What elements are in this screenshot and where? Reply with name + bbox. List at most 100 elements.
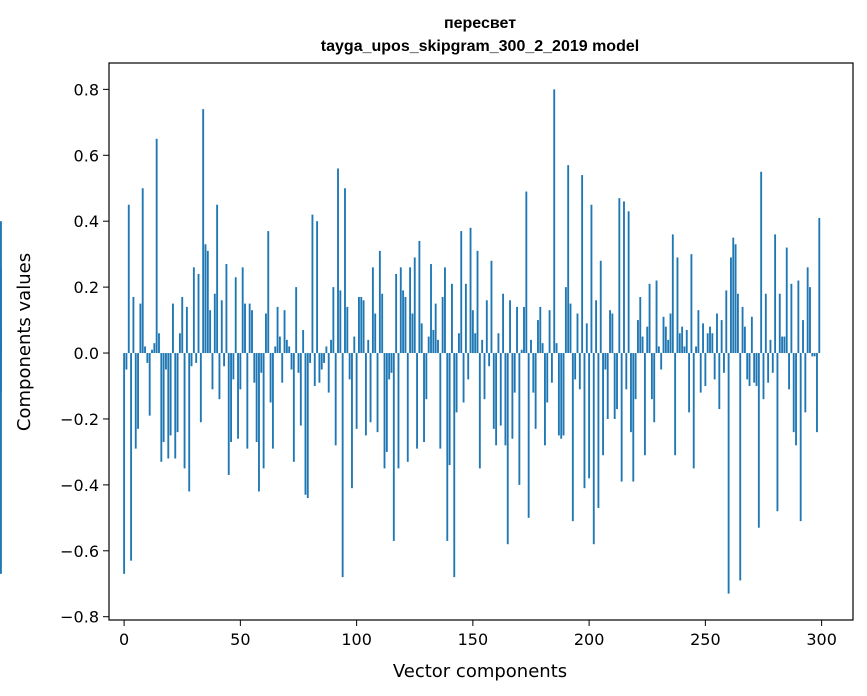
bar-254 [713, 353, 716, 380]
bar-269 [748, 353, 751, 386]
bar-19 [167, 353, 170, 459]
bar-190 [564, 287, 567, 354]
bar-246 [695, 346, 697, 354]
bar-264 [736, 293, 739, 354]
bar-257 [720, 320, 723, 354]
chart-title: пересвет [444, 15, 516, 32]
bar-113 [385, 353, 388, 452]
bar-262 [732, 237, 735, 354]
bar-100 [355, 353, 358, 429]
bar-52 [244, 303, 246, 354]
bar-47 [232, 353, 235, 380]
y-tick-label: 0.2 [74, 278, 99, 297]
bar-277 [767, 353, 770, 383]
bar-198 [583, 353, 586, 489]
bar-25 [181, 297, 184, 354]
bar-115 [390, 353, 393, 373]
bar-144 [457, 333, 460, 354]
bar-230 [657, 346, 660, 354]
bar-149 [469, 227, 472, 354]
bar-234 [667, 339, 670, 354]
bar-224 [643, 353, 646, 456]
bar-21 [172, 303, 174, 354]
bar-116 [392, 353, 395, 541]
bar-13 [153, 343, 156, 354]
bar-117 [395, 273, 398, 354]
bar-229 [655, 280, 658, 354]
bar-255 [716, 313, 718, 354]
bar-76 [299, 353, 302, 426]
bar-135 [437, 339, 439, 354]
bar-236 [671, 234, 674, 354]
bar-14 [155, 138, 158, 354]
bar-186 [555, 343, 558, 354]
bar-242 [685, 329, 688, 354]
bar-1 [125, 353, 128, 370]
bar-179 [539, 306, 542, 354]
bar-111 [381, 293, 384, 354]
bar-197 [581, 175, 584, 354]
bar-288 [792, 353, 795, 433]
bar-124 [411, 313, 414, 354]
bar-30 [192, 267, 195, 354]
bar-183 [548, 310, 551, 354]
bar-180 [541, 343, 544, 354]
bar-63 [269, 353, 272, 403]
x-tick-label: 0 [119, 630, 129, 649]
y-tick-label: −0.2 [60, 410, 99, 429]
bar-204 [597, 353, 600, 508]
bar-221 [637, 320, 639, 354]
bar-106 [369, 353, 372, 423]
bar-211 [613, 353, 616, 419]
bar-226 [648, 283, 651, 354]
bar-291 [799, 353, 802, 522]
bar-223 [641, 336, 644, 354]
bar-219 [632, 353, 635, 482]
bar-5 [134, 353, 137, 449]
bar-210 [611, 313, 614, 354]
bar-31 [195, 353, 198, 363]
y-tick-label: 0.0 [74, 344, 99, 363]
bar-49 [237, 353, 239, 439]
bar-194 [574, 353, 577, 380]
bar-69 [283, 310, 286, 354]
bar-241 [683, 346, 686, 354]
bar-152 [476, 250, 479, 354]
bar-252 [709, 326, 711, 354]
x-tick-label: 250 [690, 630, 721, 649]
bar-174 [527, 353, 530, 518]
bar-141 [451, 283, 453, 354]
bar-28 [188, 353, 191, 492]
bar-39 [213, 293, 216, 354]
bar-231 [660, 353, 663, 370]
bar-196 [578, 353, 581, 390]
bar-41 [218, 353, 221, 400]
bar-169 [516, 306, 518, 354]
bar-96 [346, 306, 349, 354]
bar-119 [399, 267, 402, 354]
bar-280 [774, 234, 777, 354]
bar-118 [397, 353, 400, 469]
bar-273 [757, 353, 760, 528]
bar-51 [241, 267, 244, 354]
bar-16 [160, 353, 163, 462]
bar-54 [248, 303, 251, 354]
bar-20 [169, 353, 172, 436]
bar-101 [358, 297, 360, 354]
bar-86 [323, 353, 325, 363]
bar-181 [544, 353, 546, 446]
bar-53 [246, 353, 249, 449]
bar-270 [750, 316, 753, 354]
bar-58 [258, 353, 260, 492]
bar-227 [650, 353, 653, 400]
bar-250 [704, 353, 707, 386]
bar-22 [174, 353, 177, 459]
bar-216 [625, 353, 628, 390]
bar-298 [816, 353, 818, 433]
bar-222 [639, 297, 642, 354]
bar-24 [178, 333, 181, 354]
bar-8 [141, 188, 144, 354]
bar-209 [609, 310, 611, 354]
bar-232 [662, 316, 665, 354]
bar-123 [409, 267, 412, 354]
